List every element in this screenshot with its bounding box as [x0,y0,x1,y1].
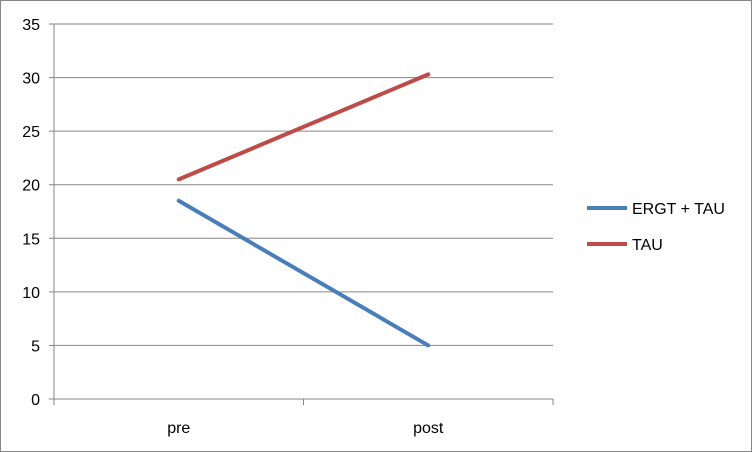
y-tick-label: 35 [22,17,40,34]
y-tick-label: 30 [22,71,40,88]
series-line-tau [176,72,431,182]
y-tick-label: 0 [31,392,40,409]
legend-label: ERGT + TAU [632,201,725,218]
gridlines [54,23,553,346]
x-tick-label-post: post [413,420,444,437]
y-tick-label: 5 [31,338,40,355]
y-tick-label: 25 [22,124,40,141]
axes [49,23,554,405]
legend: ERGT + TAU TAU [587,201,725,254]
y-tick-label: 20 [22,178,40,195]
y-tick-label: 10 [22,285,40,302]
series-line-ergt-tau [176,198,431,348]
y-tick-label: 15 [22,231,40,248]
series-lines [176,72,431,348]
legend-label: TAU [632,237,663,254]
x-tick-label-pre: pre [167,420,190,437]
tick-labels: 0 5 10 15 20 25 30 35 pre post [22,17,444,437]
